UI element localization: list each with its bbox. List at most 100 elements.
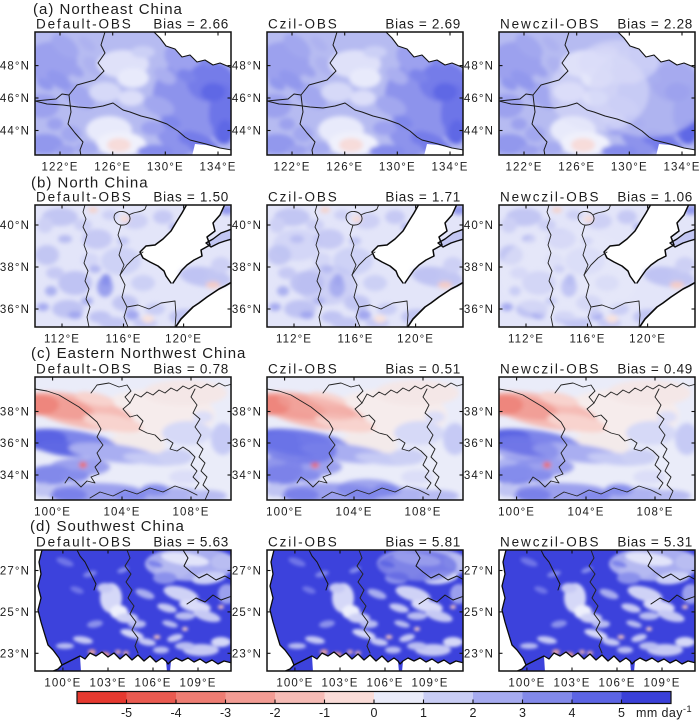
svg-text:Default-OBS: Default-OBS	[36, 190, 133, 205]
svg-text:109°E: 109°E	[180, 678, 217, 690]
svg-text:34°N: 34°N	[464, 470, 494, 482]
svg-text:100°E: 100°E	[276, 678, 313, 690]
svg-text:Bias = 1.50: Bias = 1.50	[153, 190, 229, 205]
svg-text:Bias = 2.69: Bias = 2.69	[385, 17, 461, 32]
svg-text:108°E: 108°E	[173, 507, 210, 519]
svg-text:48°N: 48°N	[232, 61, 262, 73]
svg-text:100°E: 100°E	[508, 678, 545, 690]
svg-text:27°N: 27°N	[464, 566, 494, 578]
svg-text:Default-OBS: Default-OBS	[36, 362, 133, 377]
svg-text:Bias = 5.63: Bias = 5.63	[153, 535, 229, 550]
svg-text:100°E: 100°E	[498, 507, 535, 519]
svg-text:46°N: 46°N	[464, 93, 494, 105]
svg-text:106°E: 106°E	[135, 678, 172, 690]
svg-text:Newczil-OBS: Newczil-OBS	[500, 362, 600, 377]
svg-text:103°E: 103°E	[322, 678, 359, 690]
svg-text:Newczil-OBS: Newczil-OBS	[500, 535, 600, 550]
svg-text:112°E: 112°E	[276, 334, 312, 346]
svg-text:(c) Eastern Northwest China: (c) Eastern Northwest China	[31, 345, 246, 362]
svg-text:44°N: 44°N	[0, 126, 30, 138]
svg-text:44°N: 44°N	[232, 126, 262, 138]
svg-text:38°N: 38°N	[464, 262, 494, 274]
svg-text:36°N: 36°N	[0, 438, 30, 450]
svg-text:Bias = 0.49: Bias = 0.49	[617, 362, 693, 377]
svg-text:36°N: 36°N	[0, 304, 30, 316]
svg-text:(b) North China: (b) North China	[31, 175, 149, 192]
svg-text:36°N: 36°N	[464, 438, 494, 450]
svg-text:38°N: 38°N	[464, 407, 494, 419]
svg-text:122°E: 122°E	[42, 162, 79, 174]
svg-text:46°N: 46°N	[0, 93, 30, 105]
svg-text:104°E: 104°E	[336, 507, 373, 519]
svg-text:126°E: 126°E	[94, 162, 131, 174]
svg-text:109°E: 109°E	[412, 678, 449, 690]
svg-text:3: 3	[519, 706, 526, 720]
svg-text:0: 0	[371, 706, 378, 720]
svg-text:40°N: 40°N	[232, 220, 262, 232]
svg-text:106°E: 106°E	[599, 678, 636, 690]
svg-text:Bias = 0.51: Bias = 0.51	[385, 362, 461, 377]
svg-text:116°E: 116°E	[105, 334, 141, 346]
svg-text:106°E: 106°E	[367, 678, 404, 690]
svg-text:130°E: 130°E	[379, 162, 416, 174]
svg-text:1: 1	[420, 706, 427, 720]
svg-text:Bias = 5.31: Bias = 5.31	[617, 535, 693, 550]
svg-text:25°N: 25°N	[464, 607, 494, 619]
svg-text:48°N: 48°N	[464, 61, 494, 73]
svg-text:120°E: 120°E	[629, 334, 666, 346]
svg-text:Newczil-OBS: Newczil-OBS	[500, 17, 600, 32]
svg-text:100°E: 100°E	[44, 678, 81, 690]
svg-text:130°E: 130°E	[611, 162, 648, 174]
svg-text:103°E: 103°E	[90, 678, 127, 690]
svg-text:25°N: 25°N	[0, 607, 30, 619]
svg-text:126°E: 126°E	[558, 162, 595, 174]
svg-text:5: 5	[618, 706, 625, 720]
svg-text:122°E: 122°E	[274, 162, 311, 174]
svg-text:38°N: 38°N	[232, 407, 262, 419]
svg-text:34°N: 34°N	[232, 470, 262, 482]
svg-text:-4: -4	[170, 706, 181, 720]
svg-text:34°N: 34°N	[0, 470, 30, 482]
svg-text:48°N: 48°N	[0, 61, 30, 73]
svg-text:Bias = 1.06: Bias = 1.06	[617, 190, 693, 205]
svg-text:-2: -2	[269, 706, 280, 720]
svg-text:25°N: 25°N	[232, 607, 262, 619]
svg-text:104°E: 104°E	[568, 507, 605, 519]
svg-text:44°N: 44°N	[464, 126, 494, 138]
svg-text:38°N: 38°N	[0, 262, 30, 274]
svg-text:Czil-OBS: Czil-OBS	[268, 17, 339, 32]
svg-text:(a) Northeast China: (a) Northeast China	[33, 1, 183, 18]
svg-text:38°N: 38°N	[0, 407, 30, 419]
svg-text:Default-OBS: Default-OBS	[36, 535, 133, 550]
svg-text:23°N: 23°N	[464, 648, 494, 660]
svg-text:27°N: 27°N	[232, 566, 262, 578]
svg-text:36°N: 36°N	[232, 438, 262, 450]
svg-text:mm day-1: mm day-1	[636, 704, 692, 720]
svg-text:(d) Southwest China: (d) Southwest China	[30, 518, 185, 535]
svg-text:Default-OBS: Default-OBS	[36, 17, 133, 32]
svg-text:36°N: 36°N	[232, 304, 262, 316]
svg-text:100°E: 100°E	[34, 507, 71, 519]
svg-text:Bias = 5.81: Bias = 5.81	[385, 535, 461, 550]
svg-text:23°N: 23°N	[232, 648, 262, 660]
svg-text:104°E: 104°E	[104, 507, 141, 519]
svg-text:134°E: 134°E	[200, 162, 237, 174]
svg-text:108°E: 108°E	[637, 507, 674, 519]
svg-text:120°E: 120°E	[165, 334, 202, 346]
svg-text:116°E: 116°E	[569, 334, 605, 346]
svg-text:109°E: 109°E	[644, 678, 681, 690]
svg-text:112°E: 112°E	[44, 334, 80, 346]
svg-text:134°E: 134°E	[664, 162, 700, 174]
svg-text:38°N: 38°N	[232, 262, 262, 274]
svg-text:126°E: 126°E	[326, 162, 363, 174]
svg-text:Newczil-OBS: Newczil-OBS	[500, 190, 600, 205]
svg-text:Bias = 1.71: Bias = 1.71	[385, 190, 461, 205]
svg-text:-3: -3	[220, 706, 231, 720]
svg-text:100°E: 100°E	[266, 507, 303, 519]
svg-text:46°N: 46°N	[232, 93, 262, 105]
svg-text:-1: -1	[319, 706, 330, 720]
svg-text:130°E: 130°E	[147, 162, 184, 174]
svg-text:120°E: 120°E	[397, 334, 434, 346]
svg-text:23°N: 23°N	[0, 648, 30, 660]
svg-text:Czil-OBS: Czil-OBS	[268, 362, 339, 377]
